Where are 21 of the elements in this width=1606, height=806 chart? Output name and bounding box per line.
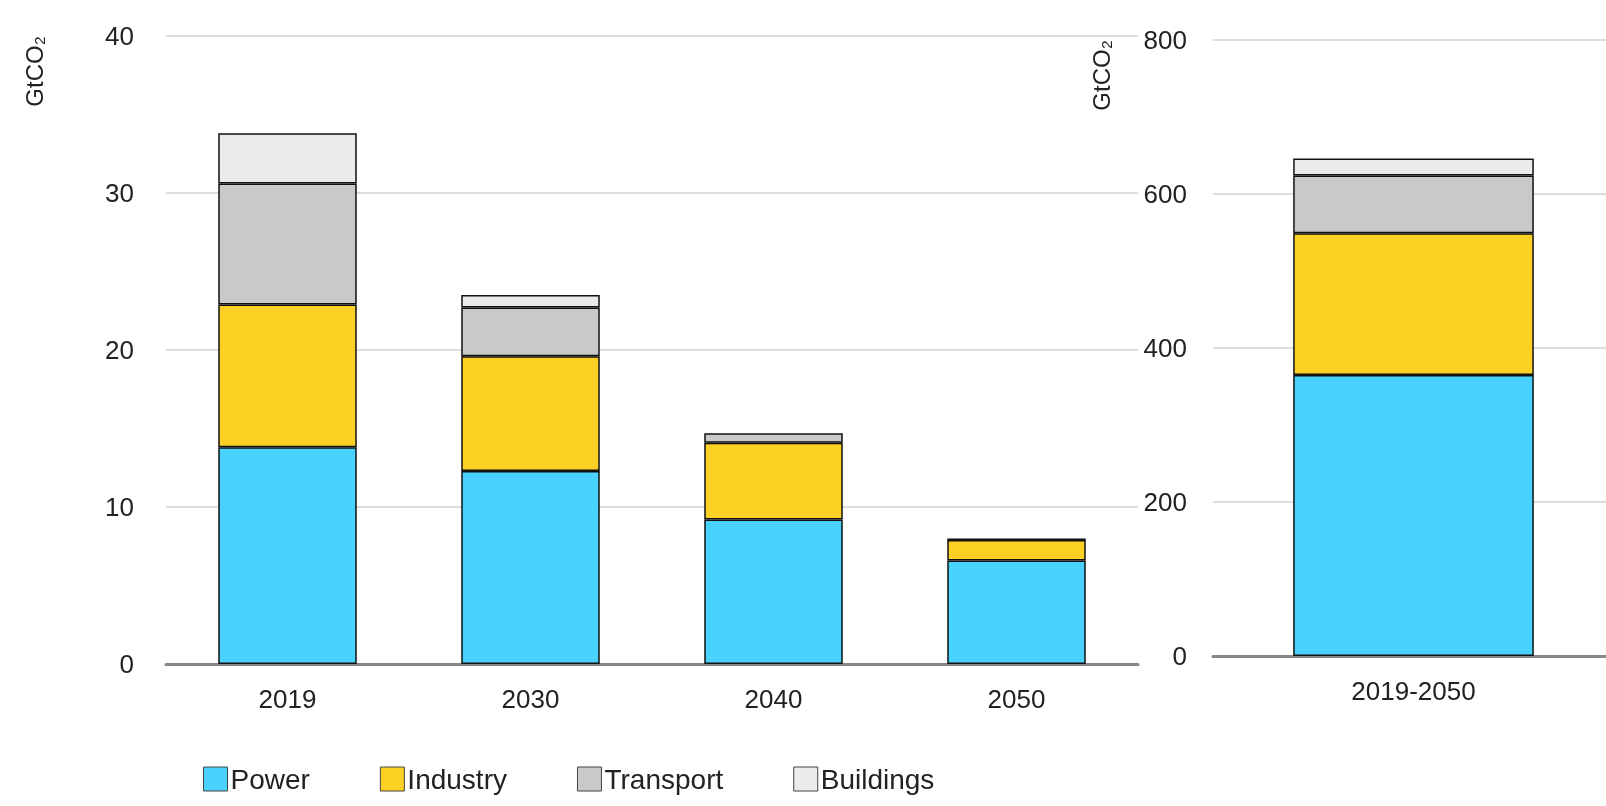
x-tick-label: 2040 bbox=[744, 684, 803, 714]
x-tick-label: 2050 bbox=[987, 684, 1046, 714]
y-axis-title: GtCO₂ bbox=[20, 36, 48, 107]
y-tick-label: 20 bbox=[105, 335, 134, 365]
y-tick-label: 0 bbox=[119, 649, 134, 679]
y-tick-label: 800 bbox=[1143, 25, 1187, 55]
y-tick-label: 600 bbox=[1143, 179, 1187, 209]
y-tick-label: 200 bbox=[1143, 487, 1187, 517]
x-tick-label: 2019-2050 bbox=[1351, 676, 1476, 706]
y-tick-label: 40 bbox=[105, 21, 134, 51]
legend-label: Industry bbox=[407, 763, 507, 795]
legend-label: Power bbox=[230, 763, 310, 795]
y-axis-title: GtCO₂ bbox=[1087, 40, 1115, 111]
x-tick-label: 2030 bbox=[501, 684, 560, 714]
legend-label: Transport bbox=[604, 763, 724, 795]
y-tick-label: 10 bbox=[105, 492, 134, 522]
legend-label: Buildings bbox=[820, 763, 935, 795]
y-tick-label: 30 bbox=[105, 178, 134, 208]
x-tick-label: 2019 bbox=[258, 684, 317, 714]
y-tick-label: 0 bbox=[1172, 641, 1187, 671]
y-tick-label: 400 bbox=[1143, 333, 1187, 363]
